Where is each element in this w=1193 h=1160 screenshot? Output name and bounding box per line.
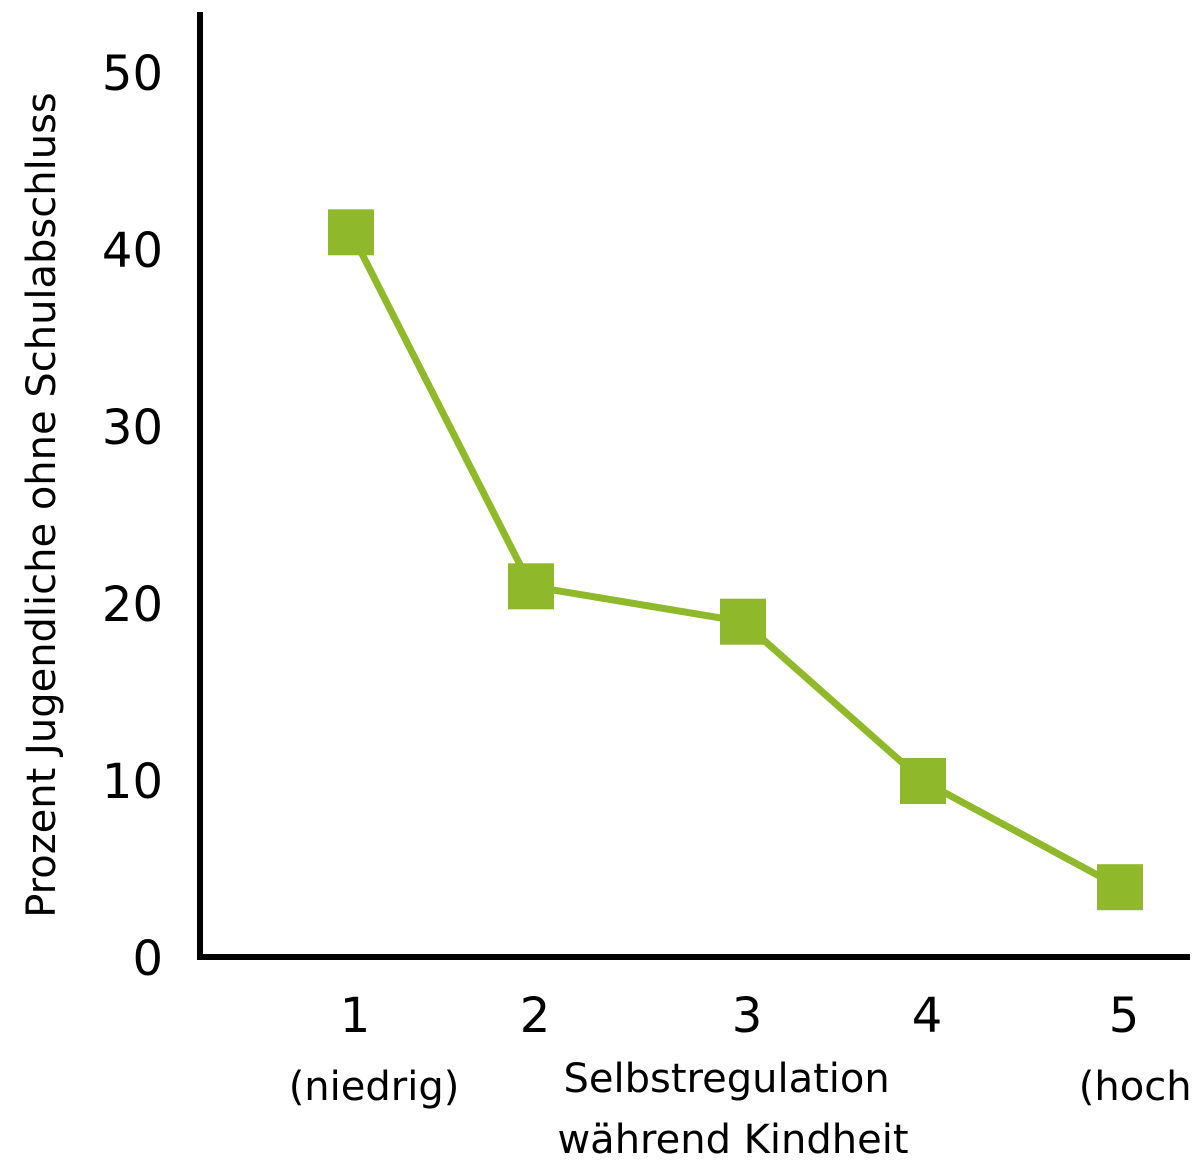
data-layer — [328, 209, 1143, 911]
data-point-2 — [508, 563, 554, 610]
y-tick-labels: 0 10 20 30 40 50 — [102, 46, 163, 987]
x-tick-label-2: 2 — [520, 988, 551, 1044]
y-tick-label-50: 50 — [102, 46, 163, 102]
x-tick-label-5: 5 — [1109, 988, 1140, 1044]
x-tick-label-3: 3 — [732, 988, 763, 1044]
series-0-line — [347, 230, 1122, 891]
x-axis-title: Selbstregulation während Kindheit — [557, 1056, 908, 1160]
x-axis-title-line-2: während Kindheit — [557, 1117, 908, 1160]
x-tick-note-1: (niedrig) — [289, 1064, 460, 1110]
data-point-5 — [1097, 864, 1143, 911]
x-tick-note-5: (hoch) — [1079, 1064, 1193, 1110]
data-point-3 — [720, 598, 766, 645]
y-tick-label-40: 40 — [102, 223, 163, 279]
data-point-1 — [328, 209, 374, 256]
y-axis-title: Prozent Jugendliche ohne Schulabschluss — [19, 92, 65, 918]
y-tick-label-0: 0 — [132, 931, 163, 987]
x-tick-label-1: 1 — [340, 988, 371, 1044]
data-point-4 — [900, 758, 946, 804]
y-tick-label-30: 30 — [102, 400, 163, 456]
y-tick-label-10: 10 — [102, 754, 163, 810]
y-tick-label-20: 20 — [102, 577, 163, 633]
x-tick-label-4: 4 — [912, 988, 943, 1044]
x-tick-labels: 1 (niedrig) 2 3 4 5 (hoch) — [289, 988, 1193, 1110]
x-axis-title-line-1: Selbstregulation — [564, 1056, 890, 1102]
